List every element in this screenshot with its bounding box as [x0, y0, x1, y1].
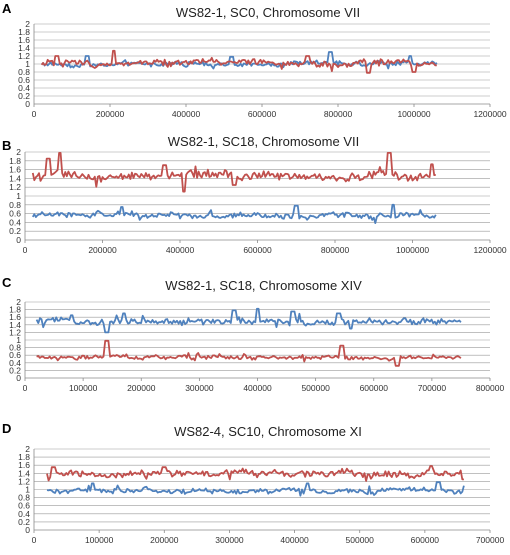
x-tick-label: 1200000 [473, 245, 506, 255]
y-tick-label: 0.2 [18, 91, 30, 101]
x-tick-label: 600000 [243, 245, 272, 255]
x-tick-label: 600000 [411, 535, 440, 545]
y-tick-label: 1 [16, 335, 21, 345]
y-tick-label: 0 [25, 525, 30, 535]
y-tick-label: 1.6 [9, 312, 21, 322]
y-tick-label: 1.8 [18, 452, 30, 462]
x-tick-label: 500000 [346, 535, 375, 545]
y-tick-label: 1.2 [18, 51, 30, 61]
x-tick-label: 800000 [324, 109, 353, 119]
y-tick-label: 1 [25, 59, 30, 69]
y-tick-label: 0.6 [9, 209, 21, 219]
y-tick-label: 1.6 [18, 460, 30, 470]
y-tick-label: 0.2 [9, 365, 21, 375]
y-tick-label: 0.2 [9, 226, 21, 236]
x-tick-label: 0 [32, 535, 37, 545]
y-tick-label: 0.6 [18, 75, 30, 85]
series-line-blue [32, 203, 437, 225]
y-tick-label: 0.4 [9, 358, 21, 368]
chart-panel-a: A WS82-1, SC0, Chromosome VII 00.20.40.60.… [2, 1, 507, 119]
x-tick-label: 300000 [185, 383, 214, 393]
x-tick-label: 200000 [88, 245, 117, 255]
x-tick-label: 1200000 [473, 109, 506, 119]
series-line-blue [46, 481, 465, 497]
y-tick-label: 0 [16, 373, 21, 383]
x-tick-label: 600000 [360, 383, 389, 393]
x-tick-label: 200000 [127, 383, 156, 393]
x-tick-label: 1000000 [397, 109, 430, 119]
panel-letter: D [2, 421, 11, 436]
y-tick-label: 0.8 [18, 493, 30, 503]
y-tick-label: 2 [16, 147, 21, 157]
x-tick-label: 200000 [96, 109, 125, 119]
series-line-red [40, 49, 437, 74]
y-tick-label: 1.8 [9, 305, 21, 315]
x-tick-label: 500000 [301, 383, 330, 393]
x-tick-label: 0 [23, 245, 28, 255]
x-tick-label: 1000000 [396, 245, 429, 255]
panel-letter: B [2, 138, 11, 153]
y-tick-label: 0.2 [18, 517, 30, 527]
x-tick-label: 0 [32, 109, 37, 119]
chart-title: WS82-1, SC18, Chromosome XIV [165, 278, 362, 293]
x-tick-label: 400000 [166, 245, 195, 255]
chart-title: WS82-1, SC0, Chromosome VII [176, 5, 360, 20]
y-tick-label: 1.2 [9, 327, 21, 337]
x-tick-label: 600000 [248, 109, 277, 119]
y-tick-label: 1.4 [9, 173, 21, 183]
chart-panel-b: B WS82-1, SC18, Chromosome VII00.20.40.60… [2, 134, 507, 255]
y-tick-label: 0.4 [18, 509, 30, 519]
panel-letter: C [2, 275, 12, 290]
y-tick-label: 1.4 [18, 43, 30, 53]
y-tick-label: 0.8 [9, 343, 21, 353]
x-tick-label: 700000 [476, 535, 505, 545]
y-tick-label: 2 [16, 297, 21, 307]
x-tick-label: 200000 [150, 535, 179, 545]
y-tick-label: 1.4 [9, 320, 21, 330]
x-tick-label: 100000 [85, 535, 114, 545]
x-tick-label: 800000 [476, 383, 505, 393]
y-tick-label: 0.4 [18, 83, 30, 93]
y-tick-label: 2 [25, 19, 30, 29]
chart-title: WS82-4, SC10, Chromosome XI [174, 424, 362, 439]
y-tick-label: 0 [16, 235, 21, 245]
panel-letter: A [2, 1, 12, 16]
x-tick-label: 700000 [418, 383, 447, 393]
y-tick-label: 0.4 [9, 217, 21, 227]
x-tick-label: 300000 [215, 535, 244, 545]
x-tick-label: 400000 [243, 383, 272, 393]
y-tick-label: 0.6 [9, 350, 21, 360]
y-tick-label: 1.2 [9, 182, 21, 192]
x-tick-label: 400000 [280, 535, 309, 545]
chart-panel-c: C WS82-1, SC18, Chromosome XIV00.20.40.60… [2, 275, 504, 393]
y-tick-label: 2 [25, 444, 30, 454]
y-tick-label: 0 [25, 99, 30, 109]
y-tick-label: 1.4 [18, 468, 30, 478]
x-tick-label: 400000 [172, 109, 201, 119]
chart-panel-d: D WS82-4, SC10, Chromosome XI 00.20.40.60.… [2, 421, 504, 545]
y-tick-label: 1.8 [9, 156, 21, 166]
y-tick-label: 1.2 [18, 476, 30, 486]
y-tick-label: 1 [25, 485, 30, 495]
series-line-red [31, 151, 436, 193]
x-tick-label: 100000 [69, 383, 98, 393]
y-tick-label: 1.6 [9, 165, 21, 175]
y-tick-label: 1.6 [18, 35, 30, 45]
y-tick-label: 1 [16, 191, 21, 201]
series-line-red [36, 339, 462, 367]
y-tick-label: 0.8 [18, 67, 30, 77]
x-tick-label: 0 [23, 383, 28, 393]
y-tick-label: 0.8 [9, 200, 21, 210]
y-tick-label: 1.8 [18, 27, 30, 37]
y-tick-label: 0.6 [18, 501, 30, 511]
chart-title: WS82-1, SC18, Chromosome VII [168, 134, 359, 149]
series-line-blue [35, 307, 462, 334]
x-tick-label: 800000 [321, 245, 350, 255]
series-line-red [46, 465, 464, 482]
